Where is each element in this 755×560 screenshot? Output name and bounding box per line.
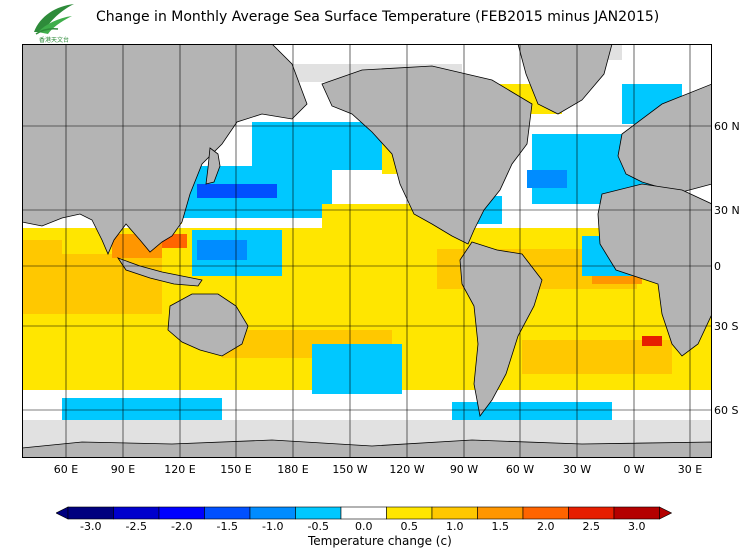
lon-label-150w: 150 W bbox=[332, 463, 368, 476]
colorbar-segment bbox=[431, 506, 478, 520]
colorbar-segment bbox=[568, 506, 615, 520]
colorbar-tick-label: 0.0 bbox=[355, 520, 373, 533]
lon-label-180e: 180 E bbox=[277, 463, 309, 476]
map-frame bbox=[22, 44, 712, 458]
colorbar-tick-label: 1.5 bbox=[491, 520, 510, 533]
colorbar-segment bbox=[67, 506, 114, 520]
lon-label-30e: 30 E bbox=[677, 463, 703, 476]
africa-landmass bbox=[597, 183, 712, 357]
lon-label-150e: 150 E bbox=[220, 463, 252, 476]
colorbar-arrow-high bbox=[659, 506, 672, 520]
colorbar-tick-label: 1.0 bbox=[446, 520, 464, 533]
lon-label-0w: 0 W bbox=[623, 463, 645, 476]
colorbar-tick-label: 0.5 bbox=[400, 520, 419, 533]
colorbar-tick-label: -0.5 bbox=[307, 520, 329, 533]
lat-label-equator: 0 bbox=[714, 260, 721, 273]
lon-label-120e: 120 E bbox=[164, 463, 196, 476]
colorbar-segment bbox=[113, 506, 160, 520]
lon-label-90e: 90 E bbox=[110, 463, 136, 476]
colorbar-arrow-low bbox=[56, 506, 69, 520]
colorbar-tick-label: -1.5 bbox=[216, 520, 238, 533]
colorbar-segment bbox=[386, 506, 433, 520]
colorbar-segment bbox=[477, 506, 524, 520]
lat-label-60n: 60 N bbox=[714, 120, 740, 133]
colorbar-tick-label: -1.0 bbox=[262, 520, 284, 533]
graticule bbox=[22, 44, 712, 458]
indonesia-landmass bbox=[116, 257, 203, 287]
colorbar-segment bbox=[522, 506, 569, 520]
lat-label-30s: 30 S bbox=[714, 320, 739, 333]
observatory-logo: 香港天文台 bbox=[34, 4, 74, 44]
lat-label-60s: 60 S bbox=[714, 404, 739, 417]
colorbar-tick-label: 2.5 bbox=[582, 520, 601, 533]
colorbar-tick-label: -2.5 bbox=[125, 520, 147, 533]
lon-label-60e: 60 E bbox=[53, 463, 79, 476]
australia-landmass bbox=[167, 293, 249, 357]
colorbar-segment bbox=[249, 506, 296, 520]
temperature-colorbar bbox=[56, 506, 672, 520]
japan-landmass bbox=[205, 147, 221, 185]
colorbar-tick-label: 3.0 bbox=[628, 520, 646, 533]
colorbar-tick-label: -3.0 bbox=[80, 520, 102, 533]
map-title: Change in Monthly Average Sea Surface Te… bbox=[96, 9, 660, 25]
south-america-landmass bbox=[459, 241, 543, 417]
antarctica-landmass bbox=[22, 439, 712, 458]
colorbar-segment bbox=[204, 506, 251, 520]
greenland-landmass bbox=[517, 44, 613, 115]
sst-change-map bbox=[22, 44, 712, 458]
colorbar-segment bbox=[340, 506, 387, 520]
logo-text: 香港天文台 bbox=[39, 36, 69, 44]
north-america-landmass bbox=[321, 65, 533, 245]
colorbar-tick-label: -2.0 bbox=[171, 520, 193, 533]
lon-label-30w: 30 W bbox=[562, 463, 592, 476]
lon-label-60w: 60 W bbox=[505, 463, 535, 476]
lon-label-120w: 120 W bbox=[389, 463, 425, 476]
colorbar-segment bbox=[613, 506, 660, 520]
lat-label-30n: 30 N bbox=[714, 204, 740, 217]
colorbar-segment bbox=[158, 506, 205, 520]
sst-anomaly-field bbox=[22, 84, 712, 424]
colorbar-tick-label: 2.0 bbox=[537, 520, 555, 533]
colorbar-title: Temperature change (c) bbox=[308, 534, 452, 548]
lon-label-90w: 90 W bbox=[449, 463, 479, 476]
colorbar-segment bbox=[295, 506, 342, 520]
